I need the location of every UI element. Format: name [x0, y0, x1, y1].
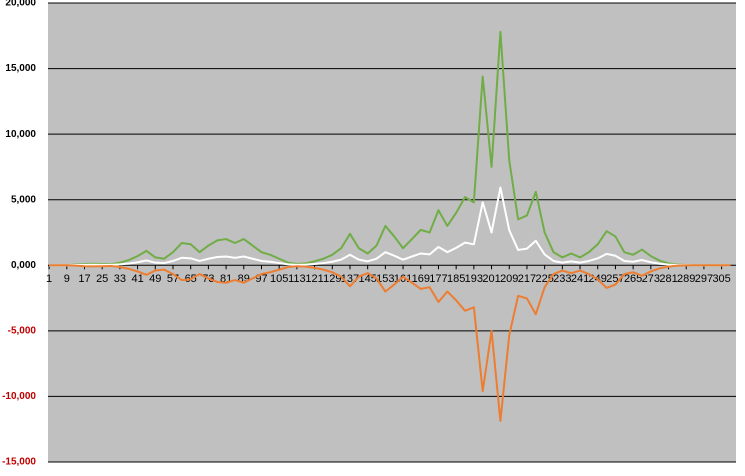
- x-tick-label: 297: [695, 273, 713, 285]
- x-tick-label: 17: [78, 273, 90, 285]
- series-line: [49, 264, 731, 422]
- y-tick-label: 10,000: [5, 129, 36, 140]
- y-tick-label: 5,000: [11, 194, 36, 205]
- x-tick-label: 33: [114, 273, 126, 285]
- series-line: [49, 30, 731, 267]
- x-tick-label: 281: [659, 273, 677, 285]
- x-tick-label: 113: [288, 273, 306, 285]
- x-tick-label: 185: [447, 273, 465, 285]
- x-tick-label: 49: [149, 273, 161, 285]
- x-tick-label: 193: [465, 273, 483, 285]
- x-tick-label: 153: [376, 273, 394, 285]
- y-tick-label: 0,000: [11, 260, 36, 271]
- x-tick-label: 201: [482, 273, 500, 285]
- series-line: [49, 186, 731, 267]
- y-tick-label: 20,000: [5, 0, 36, 9]
- y-tick-label: 15,000: [5, 63, 36, 74]
- x-tick-label: 217: [518, 273, 536, 285]
- x-tick-label: 121: [305, 273, 323, 285]
- x-tick-label: 273: [642, 273, 660, 285]
- x-tick-label: 177: [429, 273, 447, 285]
- x-tick-label: 169: [412, 273, 430, 285]
- x-tick-label: 161: [394, 273, 412, 285]
- x-tick-label: 289: [677, 273, 695, 285]
- x-tick-label: 41: [131, 273, 143, 285]
- x-tick-label: 305: [712, 273, 730, 285]
- x-tick-label: 225: [535, 273, 553, 285]
- x-tick-label: 265: [624, 273, 642, 285]
- x-tick-label: 241: [571, 273, 589, 285]
- x-tick-label: 209: [500, 273, 518, 285]
- x-tick-label: 257: [606, 273, 624, 285]
- x-tick-label: 25: [96, 273, 108, 285]
- x-tick-label: 129: [323, 273, 341, 285]
- x-tick-label: 105: [270, 273, 288, 285]
- y-tick-label: -5,000: [8, 325, 37, 336]
- x-tick-label: 9: [64, 273, 70, 285]
- x-tick-label: 233: [553, 273, 571, 285]
- y-tick-label: -10,000: [2, 391, 36, 402]
- x-tick-label: 1: [46, 273, 52, 285]
- y-tick-label: -15,000: [2, 457, 36, 468]
